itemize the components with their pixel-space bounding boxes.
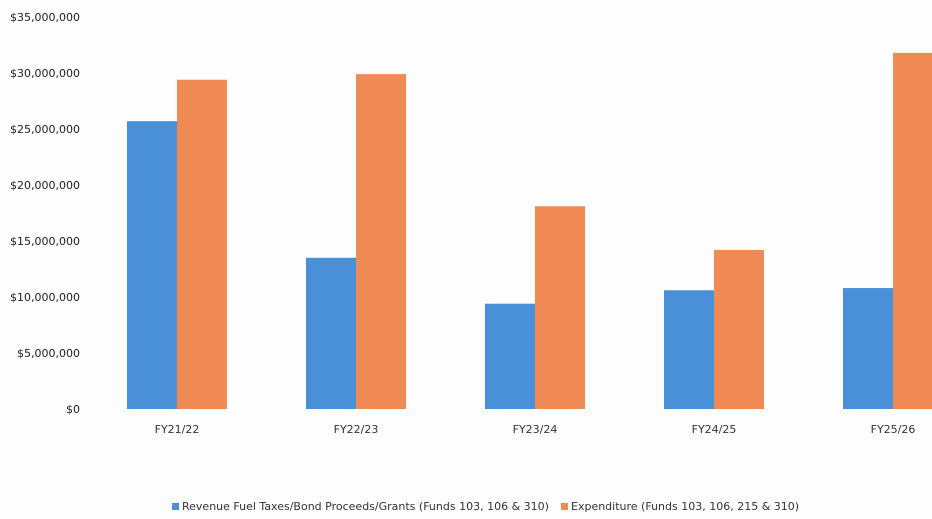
legend: Revenue Fuel Taxes/Bond Proceeds/Grants … — [172, 500, 799, 513]
legend-label: Expenditure (Funds 103, 106, 215 & 310) — [571, 500, 799, 513]
expenditure-bar-FY22-23 — [356, 74, 406, 410]
x-category-label: FY23/24 — [513, 423, 558, 436]
revenue-bar-FY24-25 — [664, 290, 714, 409]
expenditure-bar-FY24-25 — [714, 249, 764, 409]
y-tick-label: $20,000,000 — [10, 179, 80, 192]
bar-series — [127, 52, 932, 410]
expenditure-bar-FY25-26 — [893, 52, 932, 410]
x-category-label: FY25/26 — [871, 423, 916, 436]
expenditure-bar-FY23-24 — [535, 206, 585, 409]
x-axis: FY21/22 FY22/23 FY23/24 FY24/25 FY25/26 — [155, 423, 916, 436]
y-axis: $0 $5,000,000 $10,000,000 $15,000,000 $20,00… — [10, 11, 80, 416]
y-tick-label: $15,000,000 — [10, 235, 80, 248]
revenue-bar-FY25-26 — [843, 288, 893, 409]
y-tick-label: $30,000,000 — [10, 67, 80, 80]
legend-item-revenue: Revenue Fuel Taxes/Bond Proceeds/Grants … — [172, 500, 549, 513]
legend-label: Revenue Fuel Taxes/Bond Proceeds/Grants … — [182, 500, 549, 513]
y-tick-label: $0 — [66, 403, 80, 416]
revenue-bar-FY22-23 — [306, 257, 356, 409]
legend-item-expenditure: Expenditure (Funds 103, 106, 215 & 310) — [561, 500, 799, 513]
legend-swatch — [561, 503, 568, 510]
x-category-label: FY22/23 — [334, 423, 379, 436]
revenue-bar-FY23-24 — [485, 303, 535, 409]
expenditure-bar-FY21-22 — [177, 79, 227, 409]
x-category-label: FY21/22 — [155, 423, 200, 436]
y-tick-label: $35,000,000 — [10, 11, 80, 24]
revenue-bar-FY21-22 — [127, 121, 177, 409]
y-tick-label: $5,000,000 — [17, 347, 80, 360]
y-tick-label: $25,000,000 — [10, 123, 80, 136]
x-category-label: FY24/25 — [692, 423, 737, 436]
y-tick-label: $10,000,000 — [10, 291, 80, 304]
legend-swatch — [172, 503, 179, 510]
